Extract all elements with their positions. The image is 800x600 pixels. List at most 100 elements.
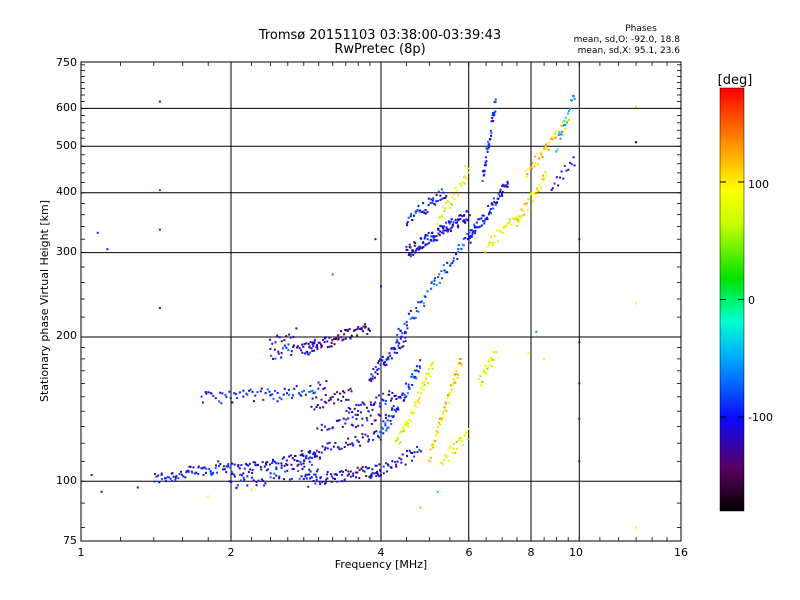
echo-point [182,475,185,478]
echo-point [311,349,314,352]
echo-point [222,468,224,471]
echo-point [303,343,306,346]
echo-point [426,238,429,241]
echo-point [558,131,561,134]
echo-point [341,473,344,476]
echo-point [455,440,458,443]
echo-point [278,477,281,480]
echo-point [423,211,426,214]
echo-point [433,279,436,282]
chart-title-group: Tromsø 20151103 03:38:00-03:39:43 RwPret… [258,28,501,57]
echo-point [374,401,377,404]
echo-point [219,463,222,466]
echo-point [347,437,350,440]
echo-point [322,406,325,409]
echo-point [514,218,517,221]
echo-point [545,147,548,150]
echo-point [453,379,456,382]
echo-point [404,422,407,425]
echo-point [401,332,404,335]
echo-point [382,392,385,395]
echo-point [410,213,413,216]
echo-point [311,457,313,460]
echo-point [330,480,333,483]
echo-point [437,431,440,434]
echo-point [302,345,305,348]
echo-point [239,391,242,394]
echo-point [487,146,490,149]
echo-point [208,468,211,470]
echo-point [340,330,342,333]
echo-point [370,473,373,476]
echo-point [446,455,449,457]
echo-point [435,193,438,196]
echo-point [450,218,453,221]
echo-point [315,478,318,481]
echo-point [212,471,215,474]
echo-point [448,401,450,404]
echo-point [466,218,469,221]
echo-point [333,343,336,346]
echo-point [326,447,329,450]
echo-point [323,448,326,451]
echo-point [447,459,450,462]
echo-point [405,320,408,323]
echo-point [336,391,339,394]
echo-point [407,383,410,386]
echo-point [197,465,200,468]
echo-point [329,398,332,401]
echo-point [457,439,460,442]
echo-point [313,408,316,411]
echo-point [271,342,274,345]
echo-point [475,221,478,224]
echo-point [485,372,488,375]
echo-point [193,472,196,475]
echo-point [492,197,495,200]
echo-point [501,232,504,234]
echo-point [405,245,408,248]
echo-point [306,350,308,353]
echo-point [398,342,401,345]
echo-point [452,447,455,450]
echo-point [467,167,470,170]
echo-point [499,230,502,233]
echo-point [442,191,445,194]
echo-point [520,208,523,211]
echo-point [427,204,430,207]
chart-title: Tromsø 20151103 03:38:00-03:39:43 [258,28,501,43]
echo-point [358,328,361,331]
x-tick-label-1: 1 [78,546,85,559]
echo-point [570,99,573,102]
echo-point [411,249,414,252]
echo-point [302,455,305,457]
echo-point [290,463,293,466]
echo-point [551,187,554,190]
echo-point [352,472,355,475]
echo-point [371,375,374,378]
echo-point [409,309,412,312]
echo-point [454,218,457,221]
echo-point [507,222,510,225]
echo-point [431,199,434,202]
echo-point [360,467,363,470]
echo-point [355,426,358,429]
echo-point [445,221,447,224]
echo-point [342,390,344,393]
echo-point [405,324,408,327]
echo-point [457,226,460,229]
echo-point [167,476,170,479]
echo-point [377,362,380,364]
echo-point [319,483,322,486]
echo-point [352,474,355,477]
echo-point [304,393,307,396]
echo-point [155,475,158,478]
echo-point [237,465,240,468]
echo-point [382,399,385,402]
echo-point [269,338,272,341]
echo-point [443,453,446,456]
echo-point [291,457,294,460]
echo-point [403,332,406,335]
echo-point [154,473,156,475]
echo-point [521,214,523,217]
echo-point [460,437,463,439]
